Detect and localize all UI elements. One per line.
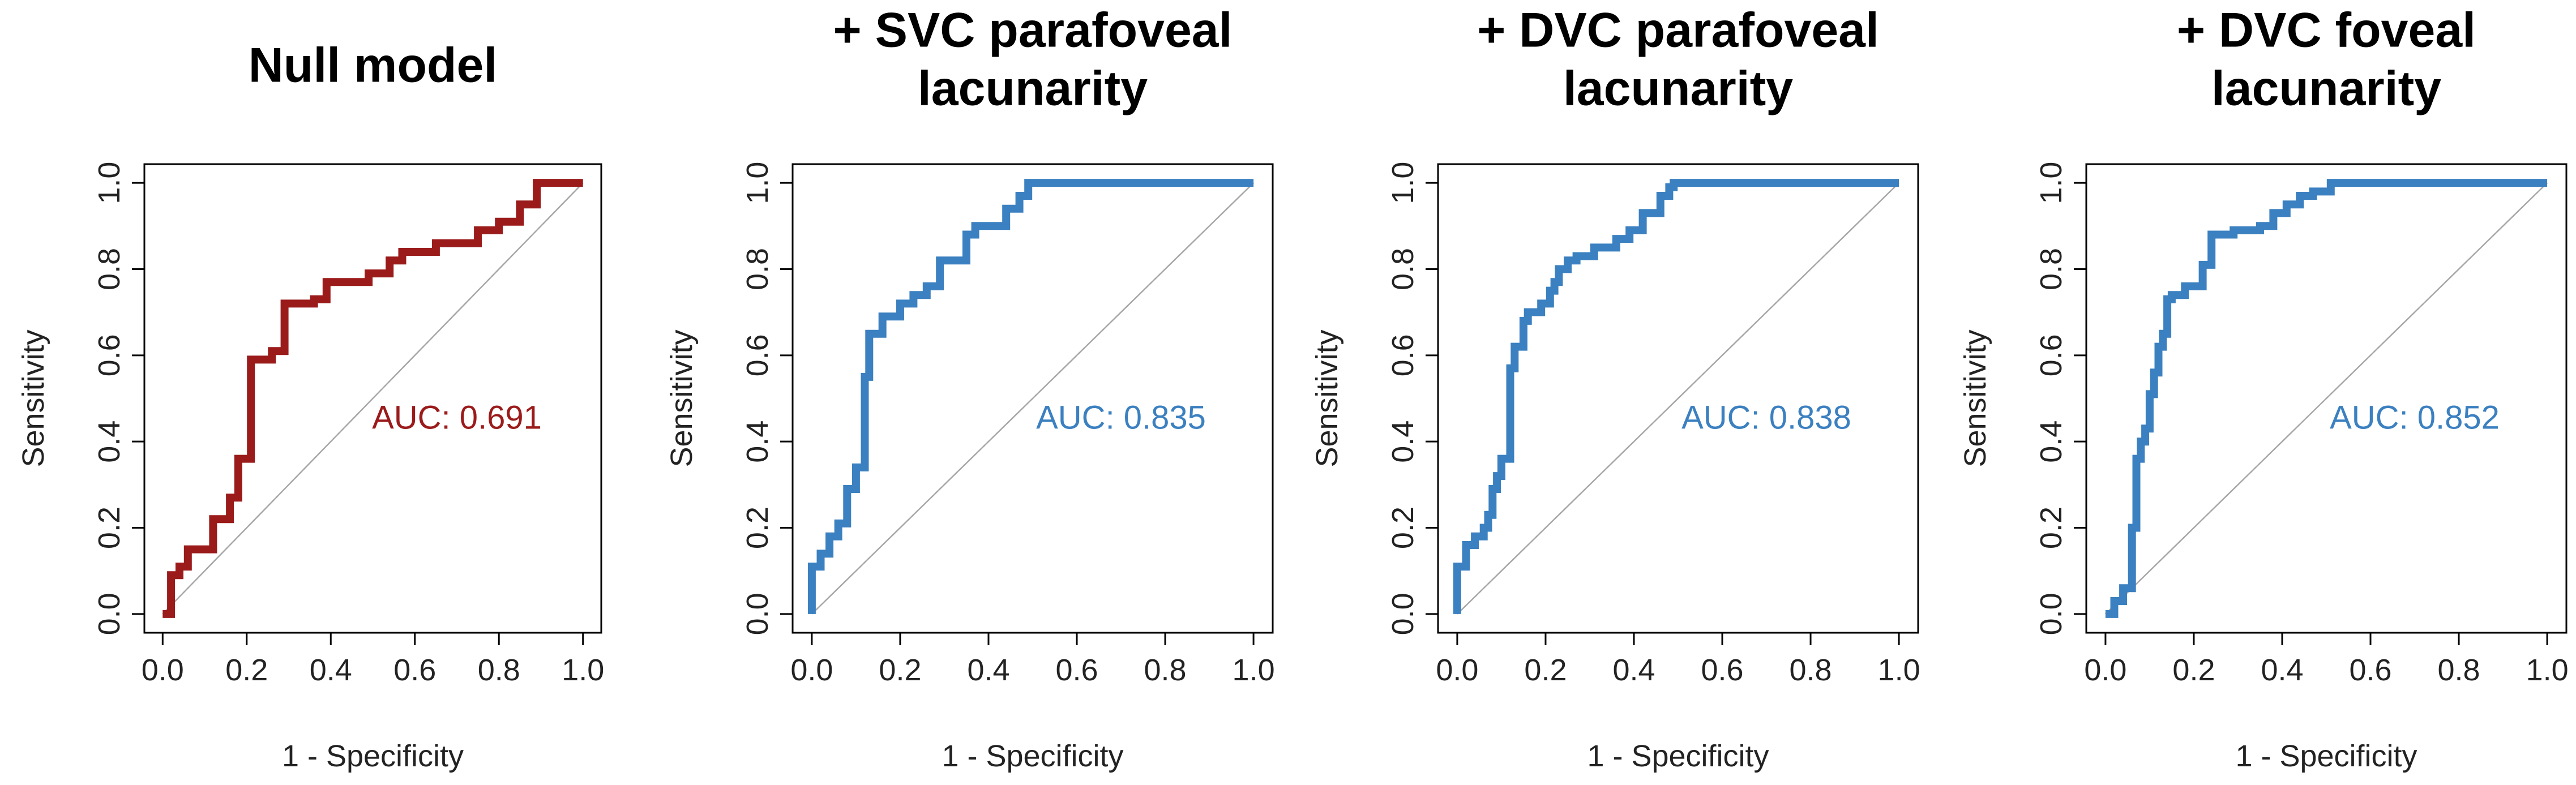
plot-frame bbox=[791, 163, 1274, 634]
x-tick-label: 0.8 bbox=[2438, 653, 2480, 687]
x-axis-label: 1 - Specificity bbox=[1587, 739, 1769, 773]
y-tick-label: 0.2 bbox=[92, 507, 126, 549]
y-tick-label: 0.2 bbox=[741, 507, 774, 549]
roc-curve bbox=[1453, 179, 1899, 614]
roc-curve bbox=[807, 179, 1254, 614]
y-axis-label: Sensitivity bbox=[1310, 329, 1344, 467]
y-tick-label: 0.6 bbox=[92, 334, 126, 376]
plot-frame bbox=[1437, 163, 1919, 634]
y-tick-label: 1.0 bbox=[741, 162, 774, 204]
x-tick-label: 0.2 bbox=[1524, 653, 1567, 687]
y-axis-label: Sensitivity bbox=[1958, 329, 1992, 467]
y-tick-label: 0.0 bbox=[1386, 593, 1420, 635]
panel-title-line: + SVC parafoveal bbox=[833, 3, 1232, 58]
x-tick-label: 0.8 bbox=[478, 653, 520, 687]
x-axis-label: 1 - Specificity bbox=[282, 739, 464, 773]
x-tick-label: 0.2 bbox=[225, 653, 268, 687]
y-tick-label: 0.4 bbox=[92, 421, 126, 463]
y-tick-label: 0.0 bbox=[92, 593, 126, 635]
x-axis-label: 1 - Specificity bbox=[942, 739, 1123, 773]
panel-title-line: Null model bbox=[249, 38, 498, 93]
x-tick-label: 0.4 bbox=[967, 653, 1009, 687]
chance-diagonal bbox=[1457, 182, 1899, 615]
y-axis-label: Sensitivity bbox=[16, 329, 50, 467]
y-tick-label: 0.4 bbox=[1386, 421, 1420, 463]
y-tick-label: 0.4 bbox=[741, 421, 774, 463]
x-tick-label: 0.2 bbox=[879, 653, 921, 687]
x-tick-label: 0.0 bbox=[790, 653, 833, 687]
x-tick-label: 0.4 bbox=[1612, 653, 1655, 687]
panel-title-line: lacunarity bbox=[1563, 62, 1793, 116]
x-tick-label: 0.8 bbox=[1790, 653, 1832, 687]
x-tick-label: 0.0 bbox=[1436, 653, 1478, 687]
y-tick-label: 0.6 bbox=[2034, 334, 2068, 376]
y-tick-label: 0.0 bbox=[741, 593, 774, 635]
auc-label: AUC: 0.852 bbox=[2330, 399, 2500, 436]
y-tick-label: 0.6 bbox=[741, 334, 774, 376]
panel-title-line: lacunarity bbox=[918, 62, 1148, 116]
y-axis-label: Sensitivity bbox=[665, 329, 699, 467]
x-tick-label: 0.6 bbox=[393, 653, 436, 687]
chance-diagonal bbox=[162, 182, 584, 615]
x-tick-label: 1.0 bbox=[562, 653, 604, 687]
y-tick-label: 0.8 bbox=[741, 248, 774, 290]
chance-diagonal bbox=[2105, 182, 2548, 615]
x-axis-label: 1 - Specificity bbox=[2235, 739, 2417, 773]
y-tick-label: 0.2 bbox=[1386, 507, 1420, 549]
y-tick-label: 0.8 bbox=[1386, 248, 1420, 290]
x-tick-label: 0.6 bbox=[1701, 653, 1743, 687]
y-tick-label: 0.4 bbox=[2034, 421, 2068, 463]
auc-label: AUC: 0.691 bbox=[372, 399, 542, 436]
x-tick-label: 0.0 bbox=[2084, 653, 2126, 687]
auc-label: AUC: 0.835 bbox=[1036, 399, 1206, 436]
x-tick-label: 1.0 bbox=[1878, 653, 1920, 687]
roc-panel-1: Null model 0.0 0.2 0.4 0.6 0.8 1.0 0.0 0.2 0.4 0.6… bbox=[16, 38, 604, 773]
plot-frame bbox=[2085, 163, 2568, 634]
x-tick-label: 0.2 bbox=[2172, 653, 2215, 687]
x-tick-label: 0.6 bbox=[2349, 653, 2391, 687]
roc-curve bbox=[2105, 179, 2548, 618]
chance-diagonal bbox=[811, 182, 1254, 615]
y-tick-label: 0.8 bbox=[92, 248, 126, 290]
y-tick-label: 0.8 bbox=[2034, 248, 2068, 290]
y-tick-label: 1.0 bbox=[1386, 162, 1420, 204]
y-tick-label: 0.0 bbox=[2034, 593, 2068, 635]
auc-label: AUC: 0.838 bbox=[1681, 399, 1851, 436]
panel-title-line: lacunarity bbox=[2211, 62, 2441, 116]
x-tick-label: 1.0 bbox=[2526, 653, 2569, 687]
x-tick-label: 1.0 bbox=[1233, 653, 1275, 687]
x-tick-label: 0.8 bbox=[1144, 653, 1187, 687]
y-tick-label: 0.2 bbox=[2034, 507, 2068, 549]
plot-frame bbox=[143, 163, 602, 634]
y-tick-label: 0.6 bbox=[1386, 334, 1420, 376]
x-tick-label: 0.0 bbox=[142, 653, 184, 687]
roc-curve bbox=[162, 179, 583, 618]
panel-title-line: + DVC foveal bbox=[2177, 3, 2476, 58]
x-tick-label: 0.4 bbox=[2261, 653, 2303, 687]
y-tick-label: 1.0 bbox=[2034, 162, 2068, 204]
panel-title-line: + DVC parafoveal bbox=[1477, 3, 1879, 58]
x-tick-label: 0.4 bbox=[310, 653, 352, 687]
y-tick-label: 1.0 bbox=[92, 162, 126, 204]
x-tick-label: 0.6 bbox=[1055, 653, 1098, 687]
